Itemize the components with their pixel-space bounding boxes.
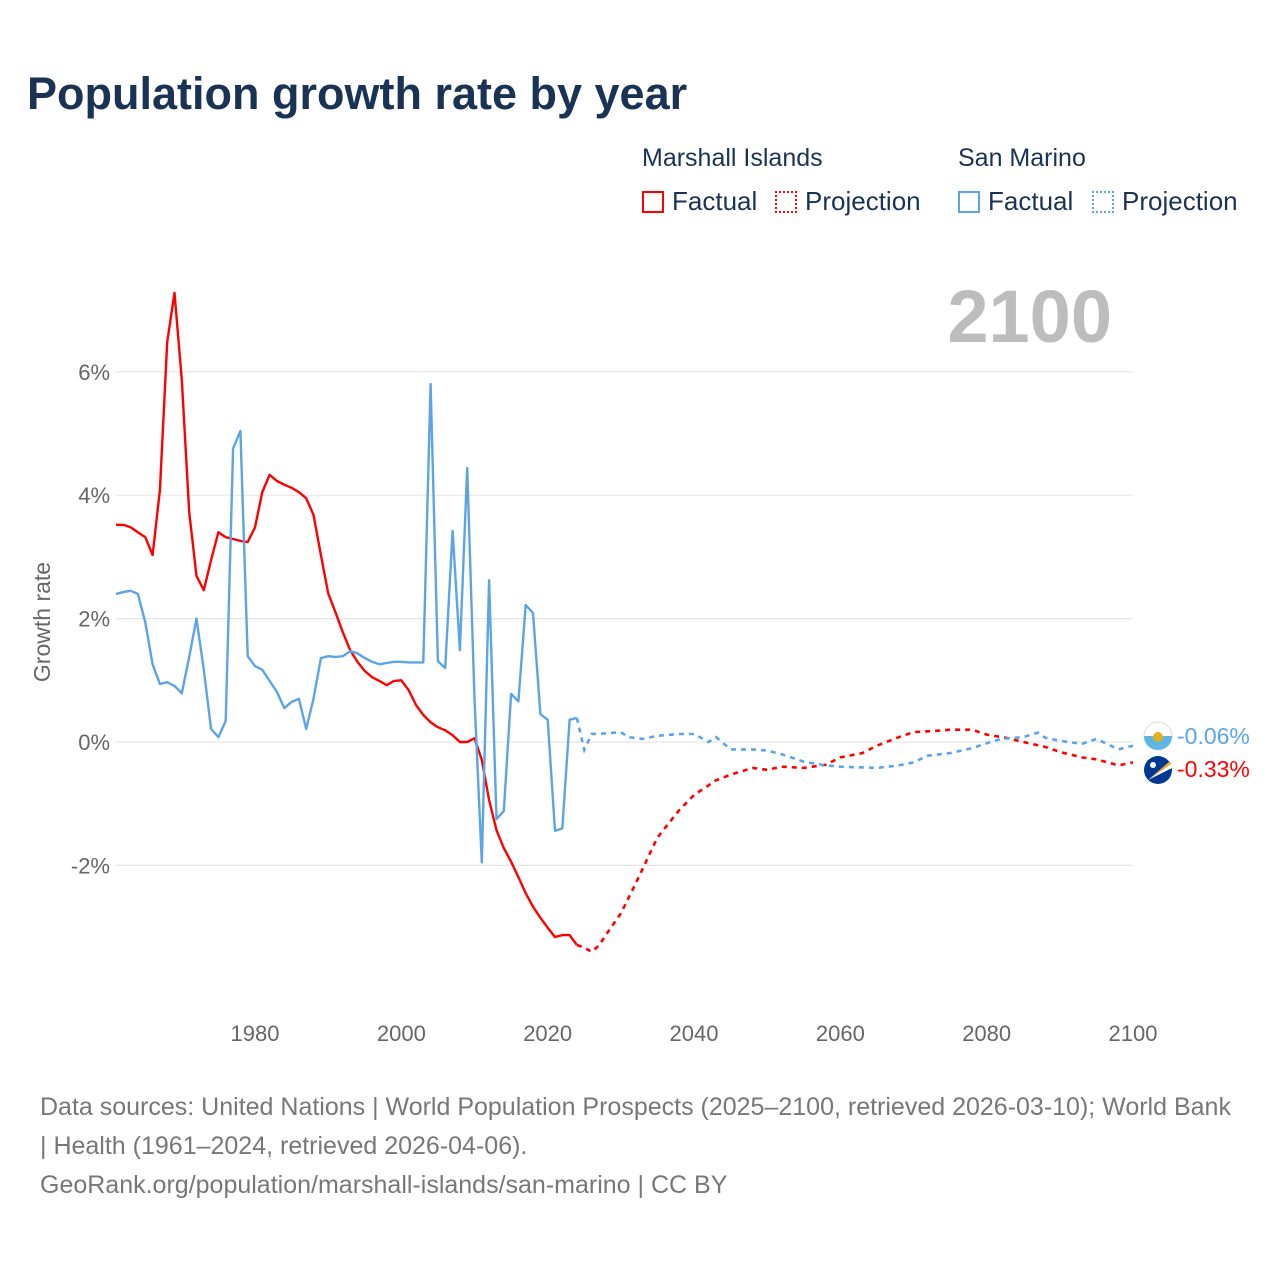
- x-tick-label: 2060: [816, 1021, 865, 1046]
- legend-sanmarino-projection[interactable]: Projection: [1092, 186, 1238, 217]
- series-san-marino-factual: [115, 382, 578, 864]
- y-tick-label: 0%: [78, 730, 110, 755]
- chart-title: Population growth rate by year: [27, 68, 688, 119]
- y-tick-label: 4%: [78, 483, 110, 508]
- legend-label: Projection: [1122, 186, 1238, 216]
- legend-marshall-projection[interactable]: Projection: [775, 186, 921, 217]
- x-tick-label: 2100: [1109, 1021, 1158, 1046]
- legend-country-marshall-islands: Marshall Islands: [642, 144, 823, 172]
- flag-white-stripe: [1148, 764, 1172, 780]
- year-display: 2100: [947, 275, 1112, 358]
- series-san-marino-projection: [575, 717, 1134, 770]
- x-tick-label: 2080: [962, 1021, 1011, 1046]
- marshall-islands-flag-icon: [1144, 756, 1172, 784]
- x-tick-label: 1980: [231, 1021, 280, 1046]
- marshall-islands-end-label: -0.33%: [1177, 756, 1250, 782]
- legend-swatch-solid: [958, 190, 980, 213]
- legend-swatch-solid: [642, 190, 664, 213]
- y-axis-label: Growth rate: [29, 562, 55, 682]
- legend-label: Factual: [672, 186, 758, 216]
- legend-country-san-marino: San Marino: [958, 144, 1086, 172]
- flag-emblem: [1153, 732, 1163, 742]
- footer: Data sources: United Nations | World Pop…: [40, 1088, 1240, 1205]
- flag-lower: [1144, 736, 1172, 750]
- legend-swatch-dotted: [775, 190, 797, 213]
- legend-label: Factual: [988, 186, 1074, 216]
- flag-orange-stripe: [1148, 761, 1171, 780]
- y-tick-label: 6%: [78, 360, 110, 385]
- legend-marshall-factual[interactable]: Factual: [642, 186, 757, 217]
- san-marino-flag-icon: [1143, 721, 1173, 751]
- series-marshall-islands-projection: [576, 728, 1134, 954]
- data-sources: Data sources: United Nations | World Pop…: [40, 1093, 1231, 1160]
- flag-star: [1150, 762, 1156, 768]
- legend-sanmarino-factual[interactable]: Factual: [958, 186, 1073, 217]
- y-tick-label: 2%: [78, 607, 110, 632]
- san-marino-end-label: -0.06%: [1177, 723, 1250, 749]
- legend-swatch-dotted: [1092, 190, 1114, 213]
- x-tick-label: 2040: [670, 1021, 719, 1046]
- y-tick-label: -2%: [71, 853, 110, 878]
- source-link[interactable]: GeoRank.org/population/marshall-islands/…: [40, 1171, 728, 1199]
- x-tick-label: 2020: [523, 1021, 572, 1046]
- series-marshall-islands-factual: [116, 291, 578, 946]
- legend-label: Projection: [805, 186, 921, 216]
- x-tick-label: 2000: [377, 1021, 426, 1046]
